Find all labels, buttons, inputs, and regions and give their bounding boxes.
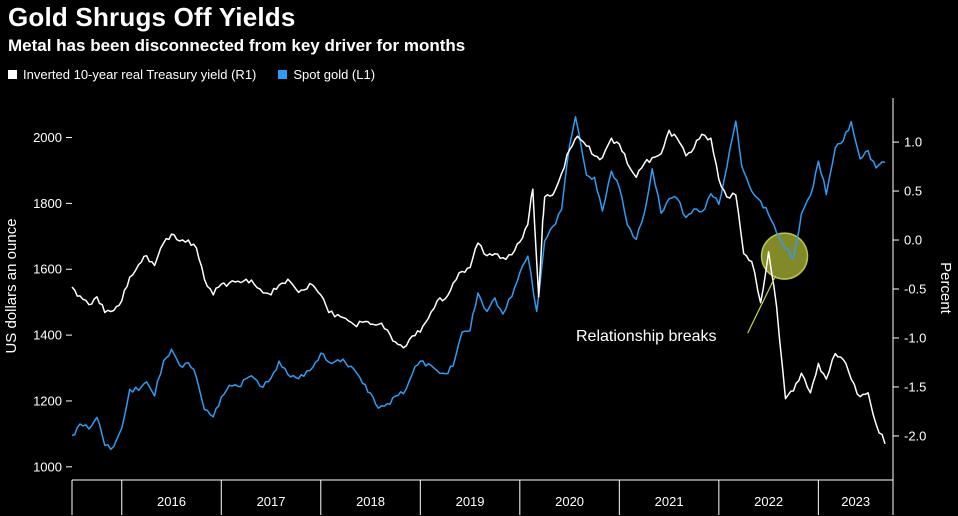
right-axis-tick-label: 0.5 bbox=[904, 184, 922, 199]
right-axis-tick-label: -1.0 bbox=[904, 330, 926, 345]
legend-item-gold: Spot gold (L1) bbox=[278, 67, 375, 82]
left-axis-tick-label: 1400 bbox=[33, 328, 62, 343]
right-axis-tick-label: -1.5 bbox=[904, 379, 926, 394]
x-axis-year-label: 2021 bbox=[655, 494, 684, 509]
treasury-swatch-icon bbox=[8, 70, 17, 79]
right-axis-tick-label: -2.0 bbox=[904, 428, 926, 443]
x-axis-year-label: 2017 bbox=[257, 494, 286, 509]
right-axis-tick-label: 1.0 bbox=[904, 135, 922, 150]
left-axis-tick-label: 1600 bbox=[33, 262, 62, 277]
right-axis-tick-label: 0.0 bbox=[904, 233, 922, 248]
x-axis-year-label: 2020 bbox=[555, 494, 584, 509]
chart-subtitle: Metal has been disconnected from key dri… bbox=[8, 36, 466, 55]
x-axis-year-label: 2018 bbox=[356, 494, 385, 509]
gold-swatch-icon bbox=[278, 70, 288, 79]
left-axis-tick-label: 1200 bbox=[33, 393, 62, 408]
left-axis-tick-label: 1800 bbox=[33, 196, 62, 211]
left-axis-title: US dollars an ounce bbox=[3, 218, 20, 353]
right-axis-tick-label: -0.5 bbox=[904, 282, 926, 297]
left-axis-tick-label: 2000 bbox=[33, 130, 62, 145]
x-axis-year-label: 2022 bbox=[754, 494, 783, 509]
legend-item-treasury: Inverted 10-year real Treasury yield (R1… bbox=[8, 67, 256, 82]
right-axis-title: Percent bbox=[937, 262, 954, 315]
legend-label-gold: Spot gold (L1) bbox=[293, 67, 376, 82]
legend-label-treasury: Inverted 10-year real Treasury yield (R1… bbox=[23, 67, 257, 82]
annotation-leader-line bbox=[747, 275, 777, 334]
x-axis-year-label: 2016 bbox=[157, 494, 186, 509]
annotation-label: Relationship breaks bbox=[576, 328, 717, 345]
chart-title: Gold Shrugs Off Yields bbox=[8, 2, 296, 32]
x-axis-year-label: 2023 bbox=[841, 494, 870, 509]
spot-gold-line bbox=[71, 116, 886, 451]
x-axis-year-label: 2019 bbox=[456, 494, 485, 509]
inverted-real-yield-line bbox=[71, 129, 886, 445]
left-axis-tick-label: 1000 bbox=[33, 459, 62, 474]
legend: Inverted 10-year real Treasury yield (R1… bbox=[8, 67, 375, 82]
